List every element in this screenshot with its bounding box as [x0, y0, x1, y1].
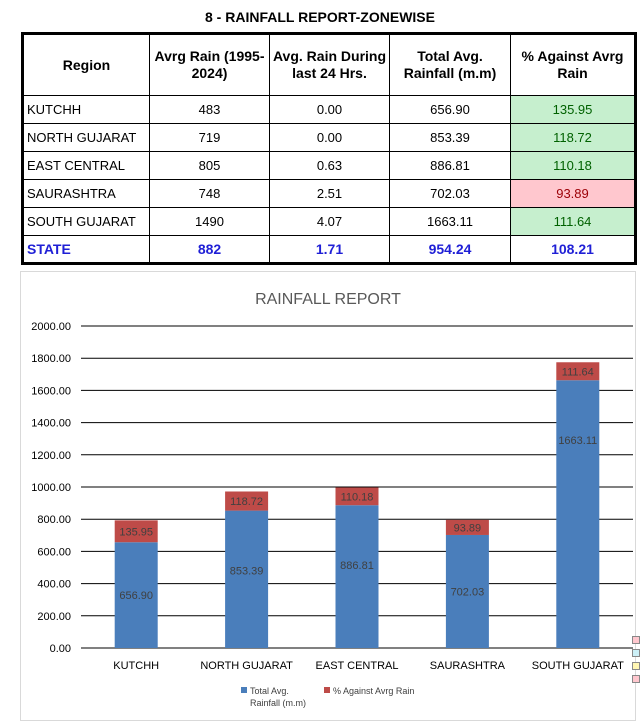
cell-total: 853.39 — [389, 123, 511, 152]
data-label-pct: 93.89 — [454, 522, 482, 534]
header-avg-rain: Avrg Rain (1995-2024) — [149, 33, 270, 96]
cell-last24: 0.00 — [269, 123, 390, 152]
cell-region: NORTH GUJARAT — [22, 123, 150, 152]
y-tick-label: 200.00 — [37, 611, 71, 623]
cell-avg: 805 — [149, 151, 270, 180]
bar-pct-against-avg — [335, 487, 379, 506]
legend-swatch-pct — [324, 687, 330, 693]
cell-pct: 93.89 — [510, 179, 636, 208]
page-title: 8 - RAINFALL REPORT-ZONEWISE — [205, 9, 435, 25]
legend-label-total: Total Avg. — [250, 686, 289, 696]
data-label-total: 886.81 — [340, 560, 374, 572]
y-tick-label: 600.00 — [37, 546, 71, 558]
bar-pct-against-avg — [445, 519, 489, 535]
data-label-pct: 118.72 — [230, 496, 263, 508]
table-row: SAURASHTRA 748 2.51 702.03 93.89 — [22, 179, 636, 208]
x-category-label: KUTCHH — [113, 660, 159, 672]
y-tick-label: 1400.00 — [31, 418, 71, 430]
header-total: Total Avg. Rainfall (m.m) — [389, 33, 511, 96]
cell-total: 656.90 — [389, 95, 511, 124]
y-tick-label: 800.00 — [37, 514, 71, 526]
cell-total: 1663.11 — [389, 207, 511, 236]
chart-container: RAINFALL REPORT 0.00 200.00 400.00 600.00 800… — [20, 271, 636, 721]
x-category-label: NORTH GUJARAT — [200, 660, 293, 672]
cell-pct: 135.95 — [510, 95, 636, 124]
y-tick-label: 1000.00 — [31, 482, 71, 494]
y-tick-label: 0.00 — [50, 643, 71, 655]
bar-pct-against-avg — [556, 362, 600, 381]
cell-last24: 4.07 — [269, 207, 390, 236]
y-tick-label: 1600.00 — [31, 385, 71, 397]
rainfall-chart: RAINFALL REPORT 0.00 200.00 400.00 600.00 800… — [31, 291, 633, 708]
table-row: SOUTH GUJARAT 1490 4.07 1663.11 111.64 — [22, 207, 636, 236]
cell-region: SOUTH GUJARAT — [22, 207, 150, 236]
data-label-pct: 111.64 — [562, 366, 594, 378]
cell-region: STATE — [22, 235, 150, 264]
cell-total: 954.24 — [389, 235, 511, 264]
cell-region: KUTCHH — [22, 95, 150, 124]
bar-total-rainfall — [335, 505, 379, 648]
cell-avg: 483 — [149, 95, 270, 124]
bar-total-rainfall — [556, 380, 600, 648]
bar-pct-against-avg — [114, 520, 158, 543]
cell-last24: 1.71 — [269, 235, 390, 264]
legend-label-total-cont: Rainfall (m.m) — [250, 698, 306, 708]
x-category-label: EAST CENTRAL — [316, 660, 399, 672]
data-label-pct: 135.95 — [119, 526, 153, 538]
cell-avg: 719 — [149, 123, 270, 152]
cell-last24: 2.51 — [269, 179, 390, 208]
y-tick-label: 1200.00 — [31, 450, 71, 462]
cell-avg: 1490 — [149, 207, 270, 236]
bar-total-rainfall — [445, 534, 489, 648]
x-category-label: SAURASHTRA — [430, 660, 506, 672]
rainfall-table: Region Avrg Rain (1995-2024) Avg. Rain D… — [21, 32, 637, 265]
legend-label-pct: % Against Avrg Rain — [333, 686, 414, 696]
state-total-row: STATE 882 1.71 954.24 108.21 — [22, 235, 636, 264]
data-label-total: 1663.11 — [558, 435, 597, 447]
cell-total: 702.03 — [389, 179, 511, 208]
y-tick-label: 400.00 — [37, 579, 71, 591]
cropped-legend-markers — [632, 636, 640, 716]
data-label-total: 656.90 — [119, 590, 153, 602]
table-header-row: Region Avrg Rain (1995-2024) Avg. Rain D… — [22, 33, 636, 96]
y-tick-label: 1800.00 — [31, 353, 71, 365]
header-pct: % Against Avrg Rain — [510, 33, 636, 96]
cell-pct: 108.21 — [510, 235, 636, 264]
bar-pct-against-avg — [225, 491, 269, 511]
cell-pct: 118.72 — [510, 123, 636, 152]
cell-region: EAST CENTRAL — [22, 151, 150, 180]
cell-pct: 111.64 — [510, 207, 636, 236]
cell-avg: 748 — [149, 179, 270, 208]
cell-pct: 110.18 — [510, 151, 636, 180]
table-row: NORTH GUJARAT 719 0.00 853.39 118.72 — [22, 123, 636, 152]
cell-total: 886.81 — [389, 151, 511, 180]
chart-title: RAINFALL REPORT — [255, 291, 401, 308]
table-row: KUTCHH 483 0.00 656.90 135.95 — [22, 95, 636, 124]
cell-last24: 0.63 — [269, 151, 390, 180]
legend-swatch-total — [241, 687, 247, 693]
data-label-total: 702.03 — [451, 586, 485, 598]
bar-total-rainfall — [225, 510, 269, 648]
header-region: Region — [22, 33, 150, 96]
header-last-24: Avg. Rain During last 24 Hrs. — [269, 33, 390, 96]
bar-total-rainfall — [114, 542, 158, 648]
table-row: EAST CENTRAL 805 0.63 886.81 110.18 — [22, 151, 636, 180]
data-label-pct: 110.18 — [341, 491, 374, 503]
data-label-total: 853.39 — [230, 566, 264, 578]
cell-avg: 882 — [149, 235, 270, 264]
y-tick-label: 2000.00 — [31, 321, 71, 333]
cell-region: SAURASHTRA — [22, 179, 150, 208]
x-category-label: SOUTH GUJARAT — [532, 660, 624, 672]
cell-last24: 0.00 — [269, 95, 390, 124]
